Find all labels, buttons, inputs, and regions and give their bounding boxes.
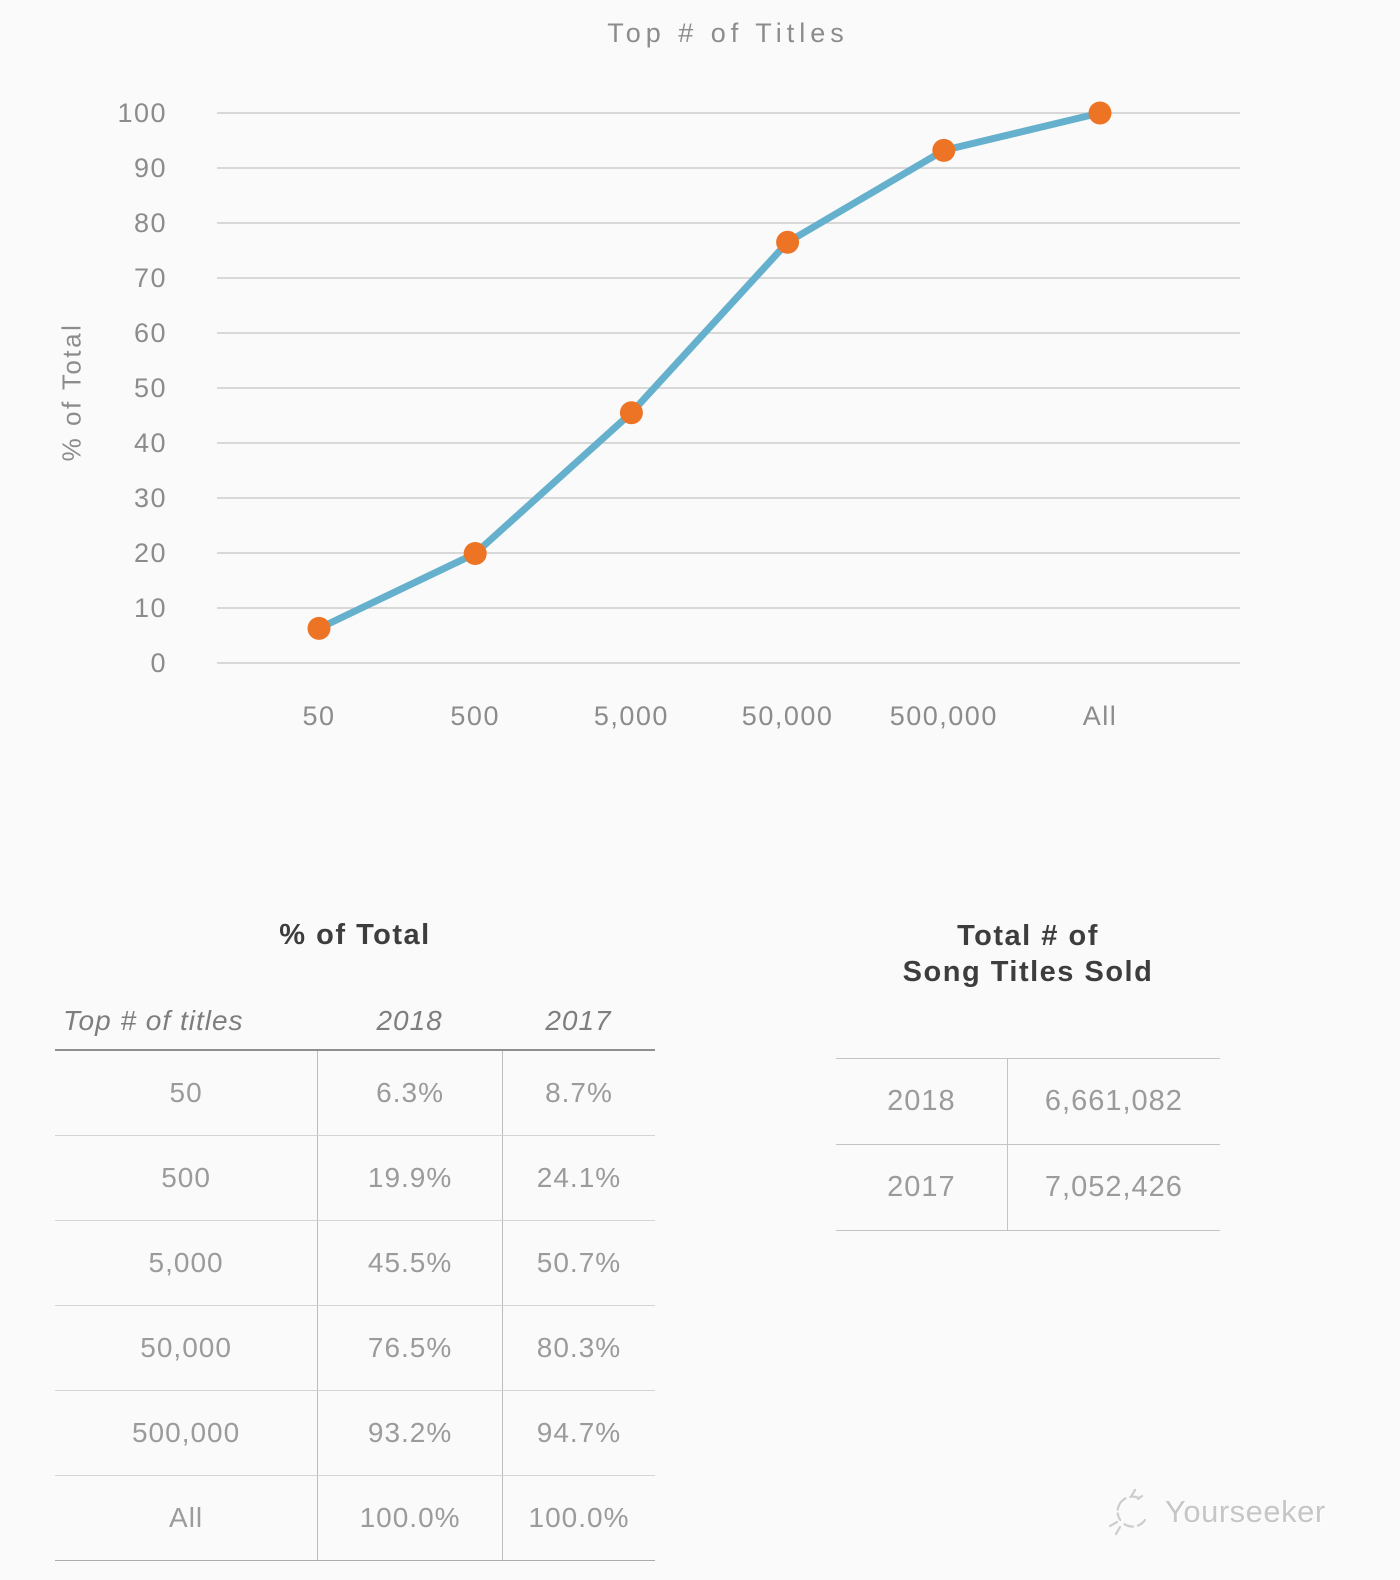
x-axis-label: 50 (302, 701, 335, 731)
table-cell: 19.9% (317, 1136, 502, 1220)
table-cell: 45.5% (317, 1221, 502, 1305)
y-tick-label: 10 (134, 593, 167, 623)
right-table-title: Total # of Song Titles Sold (836, 918, 1220, 990)
table-row: All 100.0% 100.0% (55, 1476, 655, 1561)
table-cell: 100.0% (317, 1476, 502, 1560)
left-table-title: % of Total (279, 919, 431, 951)
table-cell: 2017 (887, 1171, 956, 1203)
table-row: 5,000 45.5% 50.7% (55, 1221, 655, 1306)
y-tick-label: 60 (134, 318, 167, 348)
table-cell: 6,661,082 (1006, 1059, 1220, 1144)
y-tick-label: 90 (134, 153, 167, 183)
data-point-marker (1088, 101, 1112, 125)
line-chart-plot: 0 10 20 30 40 50 60 70 80 90 100 50 500 5,000 50,000 50… (117, 98, 1240, 731)
table-row: 50,000 76.5% 80.3% (55, 1306, 655, 1391)
y-tick-label: 0 (150, 648, 167, 678)
data-point-marker (776, 230, 800, 254)
table-cell: 6.3% (317, 1051, 502, 1135)
x-axis-label: All (1083, 701, 1118, 731)
y-tick-label: 30 (134, 483, 167, 513)
series-line-2018 (315, 109, 1104, 632)
table-row: 2017 7,052,426 (836, 1145, 1220, 1231)
table-cell: 2018 (887, 1085, 956, 1117)
table-cell: 100.0% (501, 1476, 655, 1560)
left-table-body: 50 6.3% 8.7% 500 19.9% 24.1% 5,000 45.5% 50.7% 50… (55, 1049, 655, 1561)
x-axis-label: 5,000 (594, 701, 669, 731)
table-cell: All (169, 1502, 204, 1533)
y-tick-label: 100 (117, 98, 167, 128)
table-cell: 93.2% (317, 1391, 502, 1475)
table-cell: 94.7% (501, 1391, 655, 1475)
y-tick-label: 70 (134, 263, 167, 293)
watermark: Yourseeker (1105, 1486, 1326, 1538)
right-table-body: 2018 6,661,082 2017 7,052,426 (836, 1058, 1220, 1231)
left-table-column-header: 2018 (376, 1005, 443, 1036)
table-cell: 5,000 (148, 1247, 224, 1278)
table-cell: 500,000 (131, 1417, 241, 1448)
table-cell: 50.7% (501, 1221, 655, 1305)
table-cell: 76.5% (317, 1306, 502, 1390)
y-tick-label: 80 (134, 208, 167, 238)
table-cell: 500 (161, 1162, 211, 1193)
percent-of-total-table: % of Total Top # of titles 2018 2017 50 6.3… (55, 915, 655, 1561)
right-table-title-line2: Song Titles Sold (902, 956, 1154, 988)
table-cell: 24.1% (501, 1136, 655, 1220)
watermark-label: Yourseeker (1165, 1494, 1326, 1529)
table-cell: 50 (169, 1077, 203, 1108)
doodle-logo-icon (1108, 1488, 1147, 1536)
left-table-column-header: 2017 (545, 1005, 612, 1036)
table-row: 50 6.3% 8.7% (55, 1051, 655, 1136)
right-table-title-line1: Total # of (957, 920, 1099, 952)
table-cell: 8.7% (501, 1051, 655, 1135)
table-row: 2018 6,661,082 (836, 1059, 1220, 1145)
chart-title: Top # of Titles (607, 18, 849, 48)
table-row: 500,000 93.2% 94.7% (55, 1391, 655, 1476)
left-table-column-header: Top # of titles (63, 1005, 244, 1036)
data-point-marker (307, 616, 331, 640)
left-table-header-row: Top # of titles 2018 2017 (55, 1001, 655, 1041)
x-axis-label: 500,000 (890, 701, 998, 731)
y-tick-label: 20 (134, 538, 167, 568)
table-cell: 50,000 (140, 1332, 232, 1363)
data-point-marker (619, 401, 643, 425)
data-point-marker (463, 542, 487, 566)
song-titles-sold-table: Total # of Song Titles Sold 2018 6,661,08… (836, 918, 1220, 1231)
x-axis-label: 50,000 (742, 701, 834, 731)
table-cell: 80.3% (501, 1306, 655, 1390)
x-axis-label: 500 (450, 701, 500, 731)
y-tick-label: 40 (134, 428, 167, 458)
table-row: 500 19.9% 24.1% (55, 1136, 655, 1221)
data-point-marker (932, 138, 956, 162)
y-tick-label: 50 (134, 373, 167, 403)
table-cell: 7,052,426 (1006, 1145, 1220, 1230)
